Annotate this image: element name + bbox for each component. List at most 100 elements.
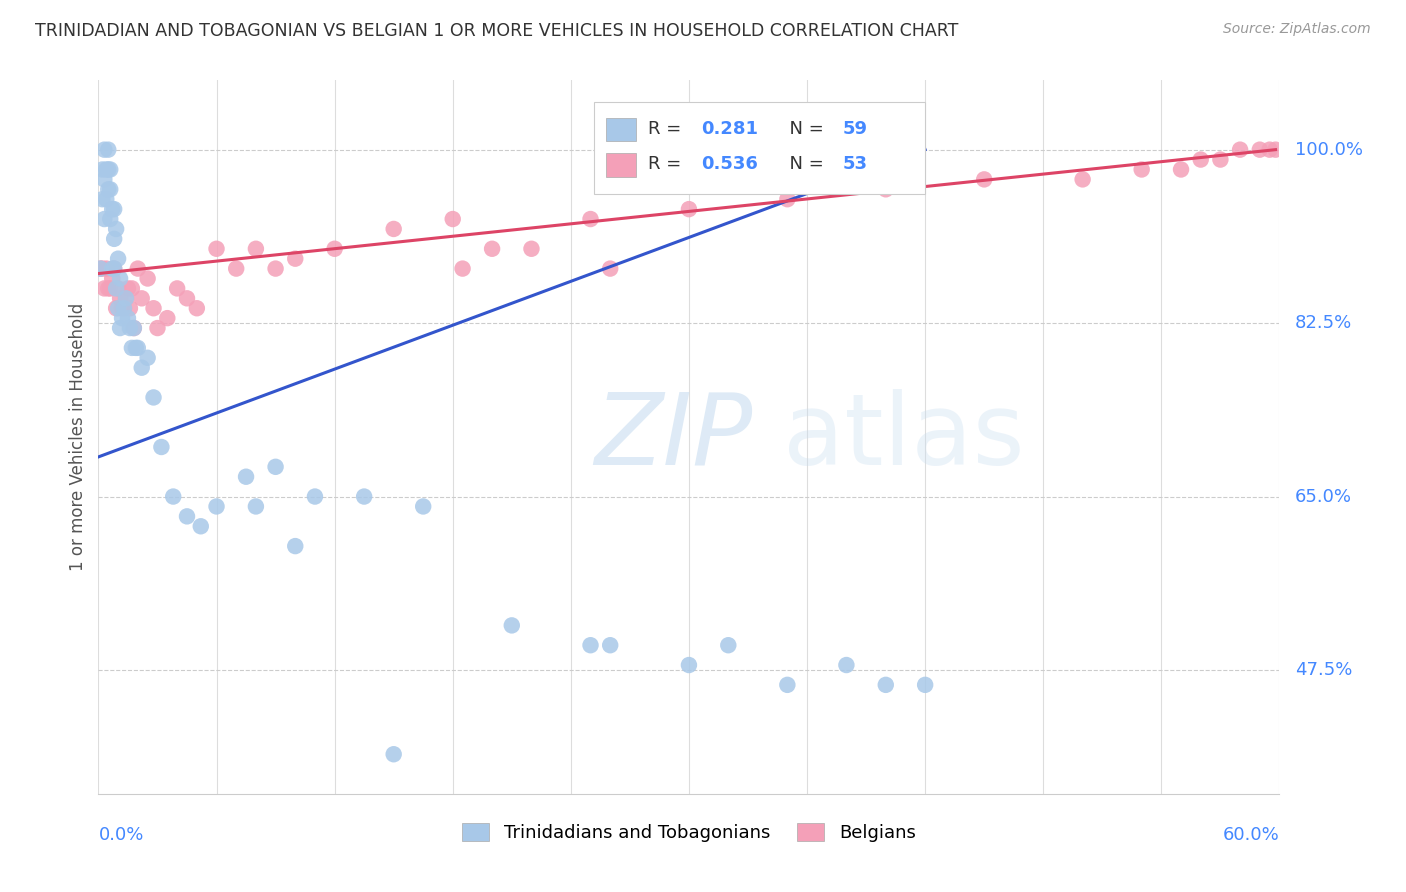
Point <box>103 232 125 246</box>
Text: atlas: atlas <box>783 389 1025 485</box>
Point <box>146 321 169 335</box>
Point <box>176 291 198 305</box>
Point <box>101 261 124 276</box>
Point <box>107 252 129 266</box>
Point <box>875 182 897 196</box>
Point <box>108 291 131 305</box>
Point <box>205 500 228 514</box>
Point <box>136 351 159 365</box>
Point <box>98 162 121 177</box>
Point <box>245 500 267 514</box>
Point <box>520 242 543 256</box>
Point <box>264 261 287 276</box>
Point <box>117 281 139 295</box>
Point <box>353 490 375 504</box>
Text: Source: ZipAtlas.com: Source: ZipAtlas.com <box>1223 22 1371 37</box>
Point <box>717 638 740 652</box>
Point <box>481 242 503 256</box>
Point <box>127 341 149 355</box>
Point <box>186 301 208 316</box>
Point <box>225 261 247 276</box>
Point <box>1170 162 1192 177</box>
Text: 53: 53 <box>842 155 868 173</box>
Point <box>142 391 165 405</box>
Point <box>1258 143 1281 157</box>
Point <box>107 301 129 316</box>
Point <box>105 301 128 316</box>
Y-axis label: 1 or more Vehicles in Household: 1 or more Vehicles in Household <box>69 303 87 571</box>
Point <box>91 261 114 276</box>
Point <box>131 291 153 305</box>
Point <box>96 162 118 177</box>
Point <box>776 192 799 206</box>
Text: 59: 59 <box>842 120 868 137</box>
Point <box>93 172 115 186</box>
Point <box>1189 153 1212 167</box>
Point <box>97 281 120 295</box>
Point <box>1130 162 1153 177</box>
Point <box>678 202 700 216</box>
Text: 65.0%: 65.0% <box>1295 488 1353 506</box>
Point <box>599 638 621 652</box>
Point <box>776 678 799 692</box>
Point <box>101 271 124 285</box>
Point <box>441 212 464 227</box>
Point <box>112 301 135 316</box>
Point <box>118 321 141 335</box>
Text: TRINIDADIAN AND TOBAGONIAN VS BELGIAN 1 OR MORE VEHICLES IN HOUSEHOLD CORRELATIO: TRINIDADIAN AND TOBAGONIAN VS BELGIAN 1 … <box>35 22 959 40</box>
Point <box>91 162 114 177</box>
Point <box>122 321 145 335</box>
Point <box>96 192 118 206</box>
Point <box>93 143 115 157</box>
Point <box>835 658 858 673</box>
Point <box>579 638 602 652</box>
Point <box>1229 143 1251 157</box>
Text: N =: N = <box>778 155 830 173</box>
Text: 0.536: 0.536 <box>700 155 758 173</box>
Point <box>89 261 111 276</box>
Text: 47.5%: 47.5% <box>1295 661 1353 679</box>
Point <box>96 261 118 276</box>
Point <box>125 341 148 355</box>
Point <box>501 618 523 632</box>
Point <box>118 301 141 316</box>
Point <box>111 311 134 326</box>
Point <box>1249 143 1271 157</box>
Legend: Trinidadians and Tobagonians, Belgians: Trinidadians and Tobagonians, Belgians <box>456 815 922 849</box>
Point <box>111 301 134 316</box>
Point <box>382 747 405 762</box>
Point <box>176 509 198 524</box>
Point <box>150 440 173 454</box>
Point <box>103 202 125 216</box>
Text: N =: N = <box>778 120 830 137</box>
Point <box>107 281 129 295</box>
Text: R =: R = <box>648 155 686 173</box>
Point <box>115 291 138 305</box>
Point <box>304 490 326 504</box>
Point <box>599 261 621 276</box>
Point <box>235 469 257 483</box>
Point <box>122 321 145 335</box>
Point <box>97 143 120 157</box>
Text: 60.0%: 60.0% <box>1223 826 1279 844</box>
Point <box>136 271 159 285</box>
Point <box>103 261 125 276</box>
Point <box>97 182 120 196</box>
Bar <box>606 118 636 141</box>
Point <box>105 222 128 236</box>
Point <box>98 281 121 295</box>
Point <box>1264 143 1286 157</box>
Point <box>121 281 143 295</box>
Point <box>131 360 153 375</box>
Point <box>678 658 700 673</box>
Bar <box>595 102 925 194</box>
Point <box>579 212 602 227</box>
Point <box>98 182 121 196</box>
Point <box>127 261 149 276</box>
Point <box>205 242 228 256</box>
Point <box>973 172 995 186</box>
Text: ZIP: ZIP <box>595 389 752 485</box>
Point <box>103 261 125 276</box>
Point <box>91 192 114 206</box>
Point <box>264 459 287 474</box>
